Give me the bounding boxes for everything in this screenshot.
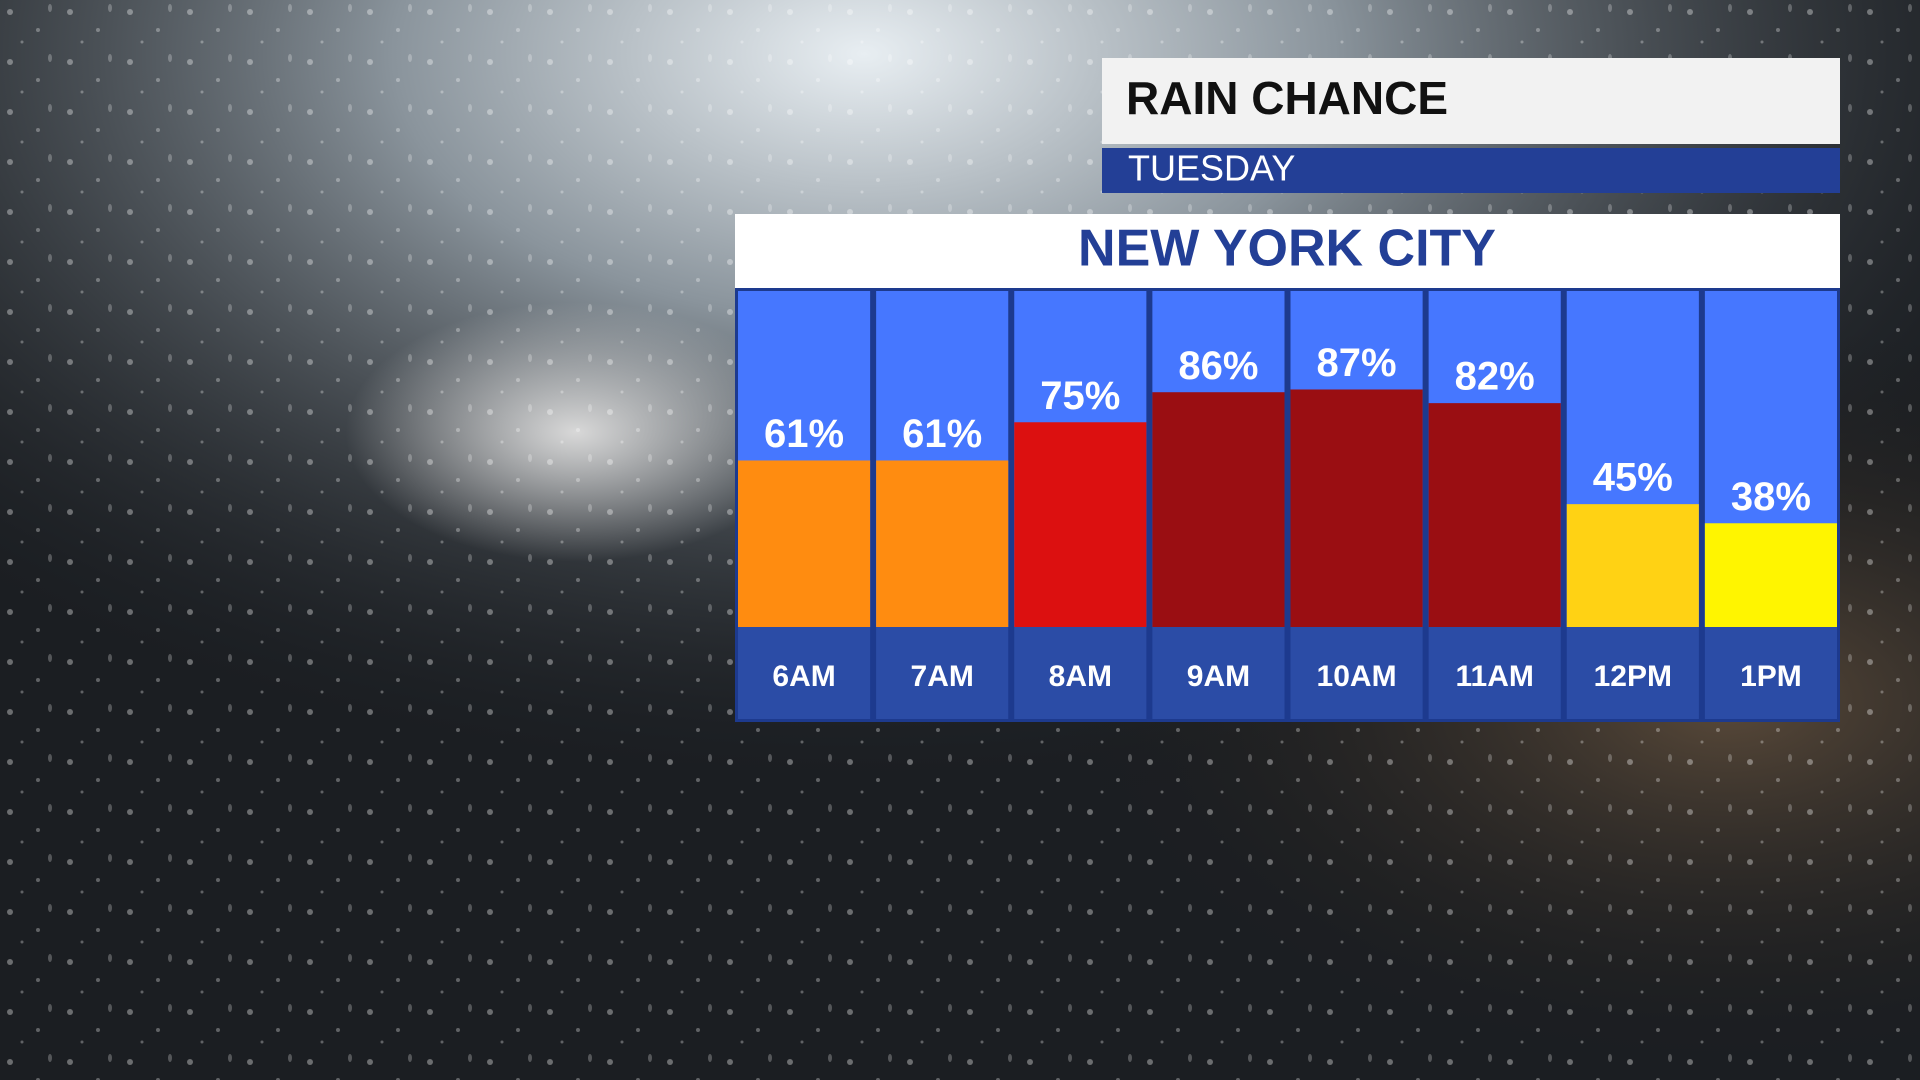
bar — [1566, 504, 1699, 627]
bar — [1014, 422, 1147, 627]
data-label: 38% — [1731, 475, 1811, 519]
category-band — [1152, 627, 1285, 719]
category-band — [1014, 627, 1147, 719]
data-label: 61% — [902, 412, 982, 456]
location: NEW YORK CITY — [1078, 220, 1496, 278]
x-tick-label: 8AM — [1049, 660, 1112, 693]
bar — [1290, 389, 1423, 627]
category-band — [876, 627, 1009, 719]
bar — [738, 460, 871, 627]
data-label: 45% — [1593, 456, 1673, 500]
category-band — [1290, 627, 1423, 719]
subtitle-box — [1102, 148, 1840, 193]
chart-title: RAIN CHANCE — [1126, 72, 1448, 124]
data-label: 75% — [1040, 374, 1120, 418]
title-box — [1102, 58, 1840, 144]
category-band — [1704, 627, 1837, 719]
subtitle: TUESDAY — [1128, 148, 1295, 189]
bar — [1428, 403, 1561, 627]
x-tick-label: 10AM — [1317, 660, 1397, 693]
x-tick-label: 7AM — [911, 660, 974, 693]
x-tick-label: 6AM — [772, 660, 835, 693]
data-label: 87% — [1317, 341, 1397, 385]
location-box — [735, 214, 1840, 288]
category-band — [1566, 627, 1699, 719]
x-tick-label: 11AM — [1456, 660, 1534, 693]
bar — [1152, 392, 1285, 627]
category-band — [1428, 627, 1561, 719]
data-label: 82% — [1455, 355, 1535, 399]
data-label: 86% — [1178, 344, 1258, 388]
bar — [1704, 523, 1837, 627]
data-label: 61% — [764, 412, 844, 456]
bar — [876, 460, 1009, 627]
x-tick-label: 1PM — [1740, 660, 1802, 693]
x-tick-label: 12PM — [1594, 660, 1672, 693]
plot-area: 6AM 61% 7AM 61% 8AM 75% 9AM 86% 10AM 87% 11AM 82% 12… — [738, 291, 1837, 719]
x-tick-label: 9AM — [1187, 660, 1250, 693]
category-band — [738, 627, 871, 719]
